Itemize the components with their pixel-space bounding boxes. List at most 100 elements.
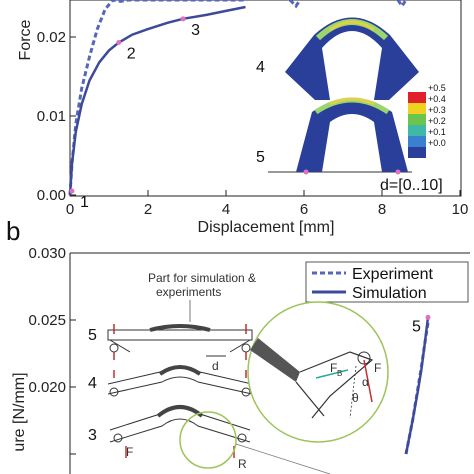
colorbar: +0.5 +0.4 +0.3 +0.2 +0.1 +0.0 bbox=[408, 83, 446, 158]
xtick-label: 10 bbox=[452, 201, 469, 218]
ytick-label: 0.030 bbox=[28, 245, 66, 262]
panel-b-letter: b bbox=[6, 216, 20, 246]
hinge-shading bbox=[158, 365, 202, 376]
detail-marker-circle bbox=[179, 411, 237, 469]
detail-theta-label: θ bbox=[352, 391, 359, 405]
panel-b-markers: 5 bbox=[412, 314, 431, 335]
beam bbox=[107, 329, 253, 341]
part-callout-line2: experiments bbox=[156, 285, 221, 299]
panel-a: Force 0.00 0.01 0.02 0 2 4 6 8 10 Displa… bbox=[17, 0, 468, 236]
xtick-label: 0 bbox=[66, 201, 74, 218]
pivot bbox=[241, 387, 251, 397]
colorbar-swatch bbox=[408, 92, 426, 103]
beam bbox=[109, 418, 251, 443]
displacement-range-annotation: d=[0..10] bbox=[380, 177, 443, 194]
colorbar-label: +0.2 bbox=[428, 116, 446, 126]
stage-label-5: 5 bbox=[88, 327, 97, 344]
panel-a-experiment-series bbox=[68, 0, 246, 196]
dimension-d-label: d bbox=[212, 359, 219, 373]
detail-angle-ray bbox=[349, 365, 357, 419]
colorbar-swatch bbox=[408, 103, 426, 114]
colorbar-swatch bbox=[408, 147, 426, 158]
detail-arm bbox=[299, 351, 374, 419]
colorbar-label: +0.3 bbox=[428, 105, 446, 115]
state-marker-3 bbox=[180, 16, 186, 22]
xtick-label: 6 bbox=[300, 201, 308, 218]
detail-F-label: F bbox=[374, 361, 381, 375]
panel-b: b ure [N/mm] 0.030 0.025 0.020 Experimen… bbox=[6, 216, 470, 474]
state-marker-label-3: 3 bbox=[191, 22, 200, 39]
detail-hinge-hatch bbox=[250, 338, 300, 382]
link bbox=[109, 339, 131, 353]
shape-5-hinge-core bbox=[329, 97, 375, 106]
inset-shape-5: 5 bbox=[256, 97, 412, 175]
shape-4-hinge-core bbox=[329, 20, 375, 32]
mechanism-stage-5 bbox=[107, 324, 253, 360]
state-marker-label-2: 2 bbox=[127, 46, 136, 63]
colorbar-swatch bbox=[408, 125, 426, 136]
colorbar-swatch bbox=[408, 114, 426, 125]
legend-experiment-label: Experiment bbox=[352, 266, 433, 283]
xtick-label: 4 bbox=[222, 201, 230, 218]
panel-b-simulation-series bbox=[404, 317, 430, 455]
legend-simulation-label: Simulation bbox=[352, 285, 427, 302]
force-F-label: F bbox=[126, 445, 133, 459]
ytick-label: 0.01 bbox=[37, 108, 66, 125]
panel-b-legend: Experiment Simulation bbox=[305, 261, 469, 303]
inset-shape-4: 4 bbox=[256, 17, 419, 100]
pivot bbox=[241, 343, 251, 353]
radius-R-label: R bbox=[238, 457, 247, 471]
ytick-label: 0.02 bbox=[37, 29, 66, 46]
shape-5-body bbox=[296, 98, 408, 172]
panel-a-experiment-tail bbox=[288, 0, 408, 9]
panel-a-ylabel: Force bbox=[17, 19, 34, 60]
panel-a-markers: 1 2 3 bbox=[69, 16, 200, 211]
detail-circle bbox=[247, 301, 389, 443]
stage-label-4: 4 bbox=[88, 375, 97, 392]
xtick-label: 2 bbox=[144, 201, 152, 218]
inset-label-4: 4 bbox=[256, 59, 265, 76]
state-marker-label-5: 5 bbox=[412, 318, 421, 335]
shape-5-contact bbox=[395, 169, 401, 175]
hinge-shading bbox=[149, 324, 211, 332]
state-marker-5 bbox=[425, 314, 431, 320]
detail-force-arrow bbox=[363, 359, 373, 403]
colorbar-label: +0.0 bbox=[428, 138, 446, 148]
colorbar-label: +0.4 bbox=[428, 94, 446, 104]
panel-b-ylabel: ure [N/mm] bbox=[11, 372, 28, 451]
pivot bbox=[109, 387, 119, 397]
panel-a-plot-frame bbox=[69, 0, 462, 197]
beam bbox=[109, 405, 251, 431]
detail-FB-label: F bbox=[330, 361, 337, 375]
panel-a-xticks: 0 2 4 6 8 10 bbox=[66, 190, 469, 218]
panel-b-yticks: 0.030 0.025 0.020 bbox=[28, 245, 76, 455]
colorbar-label: +0.5 bbox=[428, 83, 446, 93]
xtick-label: 8 bbox=[378, 201, 386, 218]
magnified-detail: F B F α θ bbox=[247, 301, 389, 443]
stage-label-3: 3 bbox=[88, 427, 97, 444]
legend-box bbox=[305, 261, 469, 303]
part-callout-line1: Part for simulation & bbox=[148, 271, 256, 285]
state-marker-1 bbox=[69, 188, 75, 194]
ytick-label: 0.00 bbox=[37, 187, 66, 204]
colorbar-label: +0.1 bbox=[428, 127, 446, 137]
mechanism-stage-4 bbox=[107, 365, 253, 397]
inset-label-5: 5 bbox=[256, 149, 265, 166]
detail-connector bbox=[235, 443, 331, 474]
detail-FB-arrow bbox=[315, 369, 349, 379]
shape-5-contact bbox=[303, 169, 309, 175]
pivot bbox=[113, 433, 123, 443]
pivot bbox=[109, 343, 119, 353]
ytick-label: 0.025 bbox=[28, 312, 66, 329]
beam bbox=[107, 376, 253, 395]
colorbar-swatch bbox=[408, 136, 426, 147]
state-marker-label-1: 1 bbox=[80, 194, 89, 211]
link bbox=[229, 339, 251, 353]
state-marker-2 bbox=[116, 40, 122, 46]
shape-4-body bbox=[285, 17, 419, 100]
ytick-label: 0.020 bbox=[28, 379, 66, 396]
detail-arm bbox=[295, 381, 325, 417]
pivot bbox=[237, 433, 247, 443]
panel-a-yticks: 0.00 0.01 0.02 bbox=[37, 29, 76, 204]
